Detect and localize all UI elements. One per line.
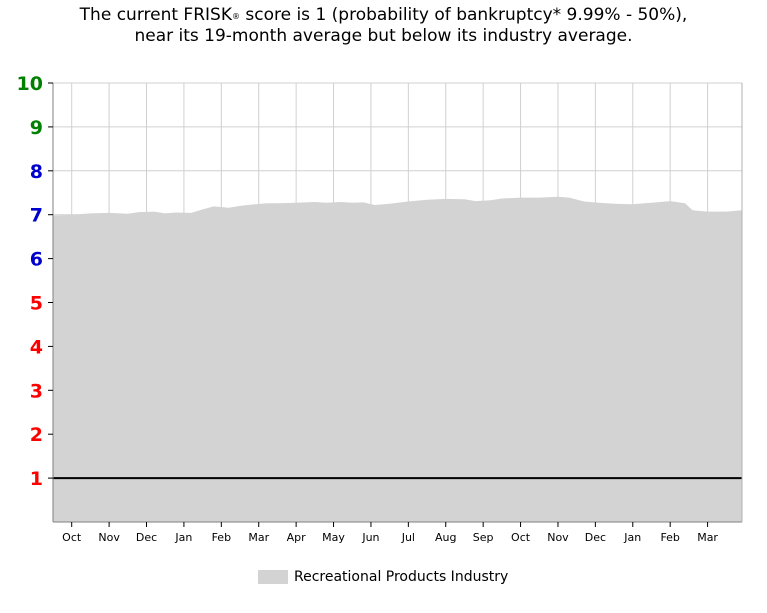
x-tick-label-17: Mar: [697, 531, 718, 544]
x-tick-label-14: Dec: [585, 531, 606, 544]
title-line-1-post: score is 1 (probability of bankruptcy* 9…: [239, 5, 688, 25]
x-tick-label-8: Jun: [361, 531, 379, 544]
title-line-2: near its 19-month average but below its …: [134, 26, 633, 46]
x-tick-label-15: Jan: [623, 531, 641, 544]
title-line-1: The current FRISK® score is 1 (probabili…: [0, 5, 767, 26]
x-tick-label-7: May: [322, 531, 345, 544]
x-tick-label-1: Nov: [98, 531, 120, 544]
y-tick-label-1: 1: [30, 468, 43, 490]
legend-swatch: [258, 570, 288, 584]
x-tick-labels: Oct Nov Dec Jan Feb Mar Apr May Jun Jul Aug Sep Oct N…: [62, 531, 718, 544]
x-tick-label-3: Jan: [174, 531, 192, 544]
x-tick-label-4: Feb: [212, 531, 231, 544]
x-tick-label-10: Aug: [435, 531, 456, 544]
x-tick-label-0: Oct: [62, 531, 82, 544]
x-tick-label-6: Apr: [287, 531, 307, 544]
x-tick-label-11: Sep: [473, 531, 494, 544]
y-tick-label-10: 10: [17, 73, 43, 95]
x-tick-label-9: Jul: [401, 531, 415, 544]
legend-label: Recreational Products Industry: [294, 569, 509, 585]
y-tick-label-9: 9: [30, 117, 43, 139]
registered-mark: ®: [231, 12, 240, 21]
y-tick-label-3: 3: [30, 380, 43, 402]
y-tick-label-6: 6: [30, 249, 43, 271]
y-tick-labels: 1 2 3 4 5 6 7 8 9 10: [17, 73, 43, 490]
x-tick-label-5: Mar: [248, 531, 269, 544]
axes: [48, 82, 743, 527]
y-tick-label-4: 4: [30, 336, 43, 358]
x-tick-label-13: Nov: [547, 531, 569, 544]
y-tick-label-5: 5: [30, 293, 43, 315]
title-line-1-pre: The current FRISK: [79, 5, 232, 25]
chart-title: The current FRISK® score is 1 (probabili…: [0, 5, 767, 47]
y-tick-label-2: 2: [30, 424, 43, 446]
y-tick-label-7: 7: [30, 205, 43, 227]
x-tick-label-12: Oct: [511, 531, 531, 544]
industry-area: [53, 196, 742, 522]
industry-area-path: [53, 196, 742, 522]
y-tick-label-8: 8: [30, 161, 43, 183]
x-tick-label-2: Dec: [136, 531, 157, 544]
legend: Recreational Products Industry: [258, 567, 508, 587]
x-tick-label-16: Feb: [660, 531, 679, 544]
